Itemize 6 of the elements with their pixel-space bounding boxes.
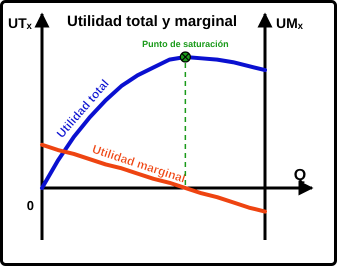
text: 0: [26, 198, 34, 213]
text: Punto de saturación: [142, 39, 229, 49]
y2-axis-title: UMₓ: [276, 15, 304, 31]
y-axis-title: UTₓ: [8, 15, 33, 31]
x-axis-title: Q: [294, 167, 306, 184]
chart-title: Utilidad total y marginal: [66, 13, 238, 30]
